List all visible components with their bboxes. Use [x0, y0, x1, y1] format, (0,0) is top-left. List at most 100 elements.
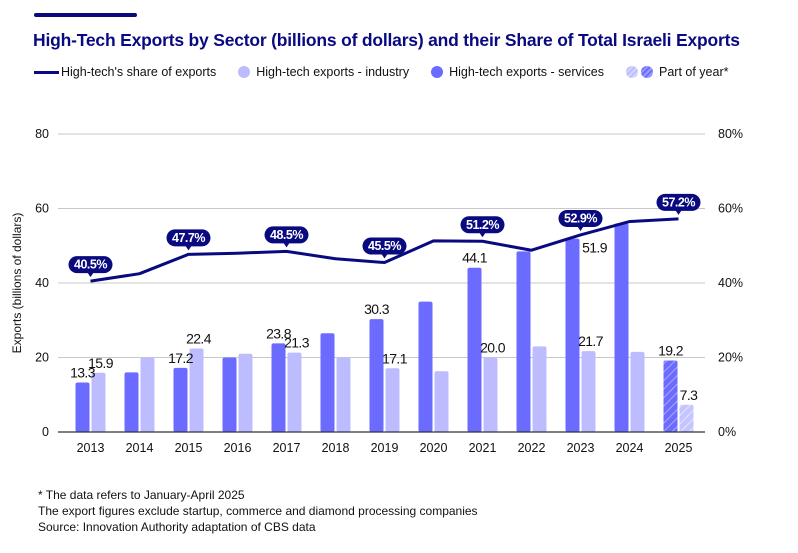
x-tick-label: 2024	[616, 441, 644, 455]
y2-tick-label: 20%	[718, 351, 743, 365]
y-tick-label: 0	[42, 425, 49, 439]
x-tick-label: 2019	[371, 441, 399, 455]
bar-services-2018	[320, 333, 335, 432]
data-label-industry: 22.4	[186, 331, 212, 347]
y-axis-right: 0% 20% 40% 60% 80%	[718, 127, 743, 439]
share-label-pointer	[87, 272, 94, 278]
line-swatch-icon	[34, 70, 59, 74]
legend-item-part-of-year: Part of year*	[626, 65, 729, 79]
hatched-circle-industry-icon	[626, 66, 639, 78]
share-label-pill	[264, 226, 309, 244]
share-label-pointer	[185, 245, 192, 251]
footnote-exclusions: The export figures exclude startup, comm…	[38, 504, 478, 518]
footnote-partial-year: * The data refers to January-April 2025	[38, 488, 245, 502]
share-label-pointer	[479, 232, 486, 238]
y-tick-label: 80	[35, 127, 49, 141]
bar-services-2013	[75, 382, 90, 432]
share-label-pill	[558, 209, 603, 227]
bar-industry-2014	[140, 357, 155, 432]
data-label-services: 44.1	[462, 250, 488, 266]
data-label-services: 51.9	[582, 240, 608, 256]
share-label-text: 57.2%	[662, 195, 695, 209]
share-label-text: 51.2%	[466, 218, 499, 232]
legend-item-share: High-tech's share of exports	[34, 65, 216, 79]
y2-tick-label: 80%	[718, 127, 743, 141]
x-tick-label: 2021	[469, 441, 497, 455]
x-tick-label: 2017	[273, 441, 301, 455]
bar-services-2015	[173, 367, 188, 432]
bar-services-2021	[467, 267, 482, 432]
data-label-industry: 20.0	[480, 340, 506, 356]
legend: High-tech's share of exports High-tech e…	[34, 64, 751, 80]
footnotes: * The data refers to January-April 2025 …	[38, 487, 478, 535]
legend-label: Part of year*	[659, 65, 729, 79]
share-label-text: 45.5%	[368, 239, 401, 253]
share-label-pill	[362, 237, 407, 255]
bar-industry-2017	[287, 352, 302, 432]
x-tick-label: 2025	[665, 441, 693, 455]
y2-tick-label: 0%	[718, 425, 736, 439]
x-axis: 2013 2014 2015 2016 2017 2018 2019 2020 2021 2022…	[58, 431, 705, 455]
share-line-path	[90, 217, 679, 283]
data-label-industry: 21.7	[578, 333, 604, 349]
legend-label: High-tech exports - industry	[256, 65, 410, 79]
bar-industry-2024	[630, 351, 645, 432]
share-label-pill	[68, 256, 113, 274]
data-label-industry: 21.3	[284, 335, 310, 351]
legend-label: High-tech's share of exports	[61, 65, 217, 79]
y-tick-label: 40	[35, 276, 49, 290]
x-tick-label: 2018	[322, 441, 350, 455]
x-tick-label: 2014	[126, 441, 154, 455]
share-label-text: 52.9%	[564, 211, 597, 225]
share-label-text: 48.5%	[270, 228, 303, 242]
legend-item-industry: High-tech exports - industry	[238, 65, 409, 79]
bar-services-2016	[222, 357, 237, 432]
share-label-pill	[656, 193, 701, 211]
bar-services-2025	[663, 360, 678, 432]
bar-services-2024	[614, 223, 629, 432]
x-tick-label: 2015	[175, 441, 203, 455]
share-label-pointer	[381, 254, 388, 259]
share-label-pill	[460, 216, 505, 234]
x-tick-label: 2022	[518, 441, 546, 455]
legend-label: High-tech exports - services	[449, 65, 605, 79]
y-axis-left: 0 20 40 60 80	[35, 127, 49, 439]
share-label-pointer	[577, 226, 584, 231]
bar-services-2020	[418, 301, 433, 432]
share-label-text: 47.7%	[172, 231, 205, 245]
bar-services-2019	[369, 319, 384, 432]
bar-industry-2021	[483, 357, 498, 432]
x-tick-label: 2023	[567, 441, 595, 455]
bar-industry-2020	[434, 371, 449, 432]
bar-industry-2016	[238, 353, 253, 432]
data-labels: 13.3 17.2 23.8 30.3 44.1 51.9 19.2 15.9 22.4 21.3…	[68, 193, 701, 403]
legend-item-services: High-tech exports - services	[431, 65, 604, 79]
y2-tick-label: 60%	[718, 202, 743, 216]
y-axis-title: Exports (billions of dollars)	[10, 213, 24, 354]
share-line	[90, 217, 679, 283]
bar-industry-2023	[581, 351, 596, 432]
y2-tick-label: 40%	[718, 276, 743, 290]
share-label-pointer	[675, 210, 682, 215]
x-tick-label: 2016	[224, 441, 252, 455]
chart-title: High-Tech Exports by Sector (billions of…	[33, 30, 740, 50]
circle-swatch-icon	[431, 66, 444, 78]
bar-services-2014	[124, 372, 139, 432]
bar-industry-2022	[532, 346, 547, 432]
circle-swatch-icon	[238, 66, 251, 78]
bar-industry-2018	[336, 357, 351, 432]
footnote-source: Source: Innovation Authority adaptation …	[38, 520, 316, 534]
x-tick-label: 2020	[420, 441, 448, 455]
title-accent-bar	[34, 13, 137, 17]
bars	[75, 223, 694, 432]
data-label-services: 19.2	[658, 342, 684, 358]
y-tick-label: 20	[35, 351, 49, 365]
bar-industry-2025	[679, 404, 694, 432]
share-label-text: 40.5%	[74, 258, 107, 272]
data-label-services: 17.2	[168, 350, 194, 366]
bar-industry-2013	[91, 372, 106, 432]
share-label-pointer	[283, 242, 290, 248]
share-label-pill	[166, 229, 211, 247]
data-label-industry: 7.3	[680, 387, 698, 403]
